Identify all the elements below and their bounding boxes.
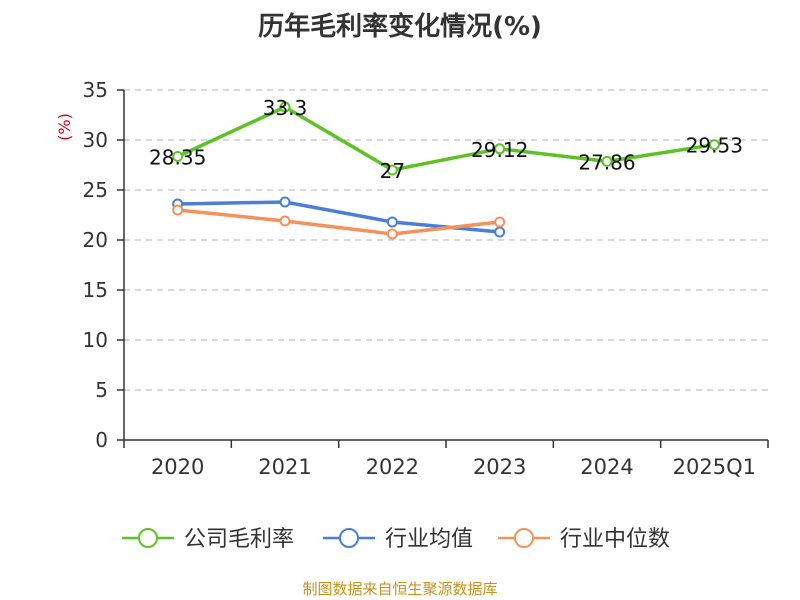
- source-note: 制图数据来自恒生聚源数据库: [302, 580, 498, 598]
- legend[interactable]: 公司毛利率 行业均值 行业中位数: [122, 527, 670, 552]
- x-tick-label-2020: 2020: [151, 455, 204, 479]
- data-label-2020: 28.35: [149, 146, 206, 170]
- y-tick-label-15: 15: [83, 278, 108, 302]
- legend-label-1: 行业均值: [385, 527, 473, 552]
- legend-label-2: 行业中位数: [560, 527, 670, 552]
- y-tick-label-25: 25: [83, 178, 108, 202]
- legend-item-0[interactable]: 公司毛利率: [122, 527, 294, 552]
- legend-marker-0: [138, 528, 158, 548]
- legend-item-2[interactable]: 行业中位数: [498, 527, 670, 552]
- data-labels: 28.35 33.3 27 29.12 27.86 29.53: [149, 96, 743, 183]
- legend-marker-2: [514, 528, 534, 548]
- y-axis-label: (%): [55, 113, 74, 141]
- series-0-point-2022: [386, 164, 398, 176]
- data-label-2023: 29.12: [471, 138, 528, 162]
- series-0-point-2020: [172, 151, 184, 162]
- x-tick-label-2023: 2023: [473, 455, 526, 479]
- series-1-point-2022: [386, 216, 398, 228]
- series-line-0: [176, 105, 715, 172]
- y-tick-label-20: 20: [83, 228, 108, 252]
- y-tick-label-10: 10: [83, 328, 108, 352]
- series-0-point-2023: [494, 143, 506, 155]
- y-tick-label-5: 5: [95, 378, 108, 402]
- series-lines: [172, 101, 720, 240]
- legend-marker-1: [339, 528, 359, 548]
- x-tick-label-2022: 2022: [366, 455, 419, 479]
- series-1-point-2021: [279, 196, 291, 208]
- data-label-2025Q1: 29.53: [686, 134, 743, 158]
- series-0-point-2024: [601, 155, 613, 167]
- series-line-2: [177, 208, 500, 236]
- y-tick-label-35: 35: [83, 78, 108, 102]
- grid-lines: [124, 89, 768, 391]
- y-tick-label-30: 30: [83, 128, 108, 152]
- series-2-point-2023: [494, 216, 506, 228]
- x-tick-label-2024: 2024: [580, 455, 633, 479]
- series-0-point-2021: [279, 101, 291, 113]
- data-label-2021: 33.3: [263, 96, 308, 120]
- legend-item-1[interactable]: 行业均值: [323, 527, 473, 552]
- data-label-2022: 27: [380, 159, 405, 183]
- y-tick-label-0: 0: [95, 428, 108, 452]
- x-tick-label-2025Q1: 2025Q1: [673, 455, 756, 479]
- series-2-point-2020: [172, 204, 184, 216]
- series-1-point-2023: [494, 226, 506, 238]
- chart-title: 历年毛利率变化情况(%): [258, 12, 542, 42]
- legend-label-0: 公司毛利率: [184, 527, 294, 552]
- data-label-2024: 27.86: [578, 150, 635, 174]
- x-tick-label-2021: 2021: [258, 455, 311, 479]
- series-2-point-2022: [386, 228, 398, 240]
- axes: 0 5 10 15 20 25 30 35 2020 2021 2022 2023 2024 2025Q1…: [55, 78, 769, 479]
- series-2-point-2021: [279, 215, 291, 227]
- series-0-point-2025Q1: [708, 139, 720, 151]
